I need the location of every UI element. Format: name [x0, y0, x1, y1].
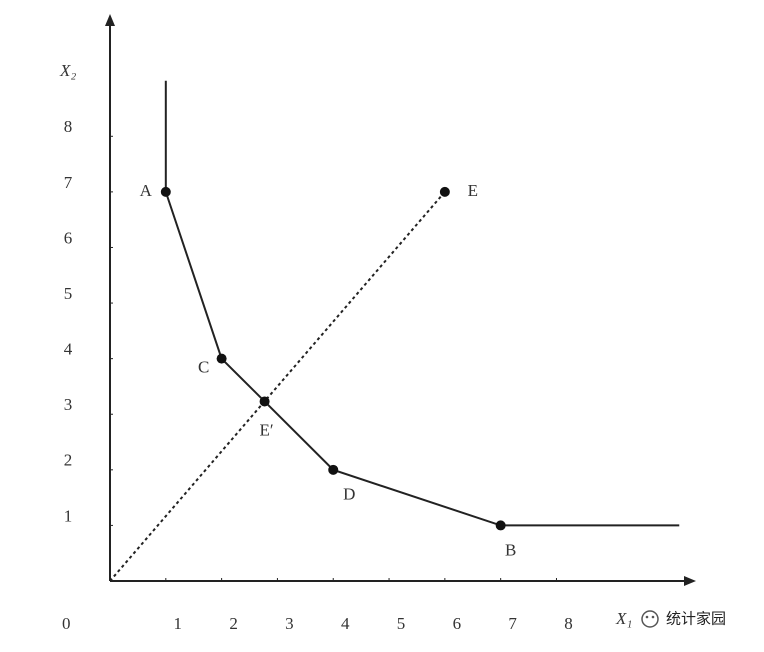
y-axis-label: X₂	[59, 61, 76, 80]
point	[259, 396, 270, 407]
origin-label: 0	[62, 614, 71, 633]
x-tick-label: 8	[564, 614, 573, 633]
y-tick-label: 6	[64, 228, 73, 247]
y-tick-label: 1	[64, 506, 73, 525]
point-label: C	[198, 358, 209, 377]
y-tick-label: 4	[64, 340, 73, 359]
y-tick-label: 2	[64, 451, 73, 470]
point	[328, 464, 339, 475]
x-axis-arrow	[684, 576, 696, 586]
y-tick-label: 7	[64, 173, 73, 192]
frontier-line	[164, 80, 680, 527]
x-tick-label: 2	[229, 614, 238, 633]
ray-line	[109, 191, 446, 582]
x-tick-label: 4	[341, 614, 350, 633]
point	[216, 353, 227, 364]
watermark: 统计家园	[666, 610, 726, 628]
point-label: E′	[260, 420, 274, 439]
point	[160, 186, 171, 197]
point-label: E	[468, 181, 478, 200]
point	[495, 520, 506, 531]
x-tick-label: 1	[174, 614, 183, 633]
y-tick-label: 5	[64, 284, 73, 303]
point	[439, 186, 450, 197]
point-label: A	[140, 181, 153, 200]
watermark-icon	[641, 610, 659, 628]
y-axis-arrow	[105, 14, 115, 26]
x-tick-label: 5	[397, 614, 406, 633]
y-tick-label: 8	[64, 117, 73, 136]
x-tick-label: 3	[285, 614, 294, 633]
y-tick-label: 3	[64, 395, 73, 414]
point-label: D	[343, 485, 355, 504]
x-axis-label: X₁	[615, 609, 632, 628]
point-label: B	[505, 540, 516, 559]
x-tick-label: 6	[453, 614, 462, 633]
x-tick-label: 7	[508, 614, 517, 633]
